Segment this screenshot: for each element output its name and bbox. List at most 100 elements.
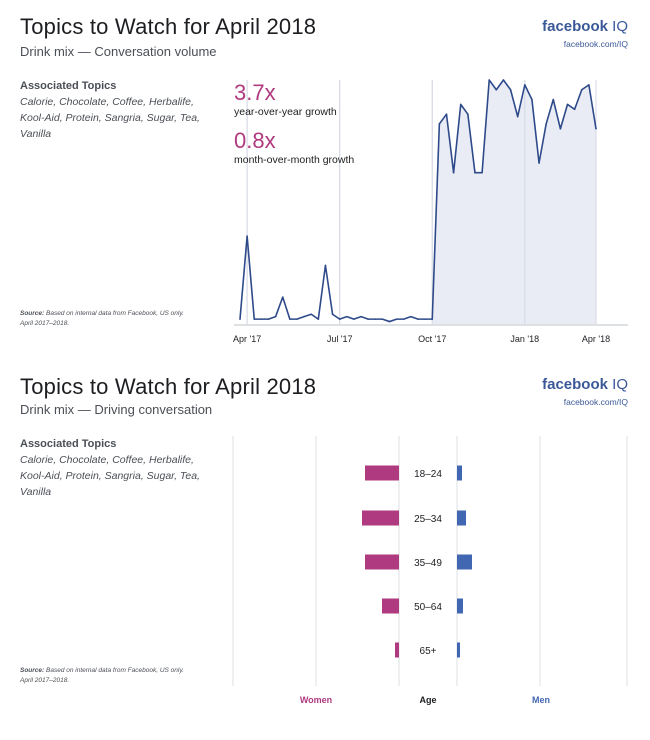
data-point [438,123,441,125]
data-point [445,113,448,115]
women-bar [362,510,399,526]
data-point [410,315,412,318]
data-point [452,171,455,174]
associated-topics-heading: Associated Topics [20,80,117,92]
associated-topics-heading: Associated Topics [20,438,117,450]
data-point [488,79,491,81]
data-point [509,88,512,91]
men-bar [457,554,472,570]
page-title: Topics to Watch for April 2018 [20,14,317,39]
data-point [474,171,476,174]
data-point [566,103,569,106]
data-point [331,313,334,316]
data-point [374,318,377,320]
data-point [253,318,256,320]
conversation-volume-chart: Apr '17 Jul '17 Oct '17 Jan '18 Apr '18 [233,79,628,344]
men-bar [457,465,462,481]
data-point [310,313,313,316]
age-category-label: 18–24 [414,469,442,480]
data-point [459,103,462,106]
data-point [573,108,576,111]
brand-name: facebook [542,18,608,35]
women-bar [382,598,399,614]
source-text: Based on internal data from Facebook, US… [20,310,184,327]
x-tick-label: Apr '17 [233,334,261,344]
data-point [424,318,426,320]
data-point [360,315,362,318]
data-point [502,79,505,81]
mom-growth-label: month-over-month growth [234,154,355,166]
associated-topics-list: Calorie, Chocolate, Coffee, Herbalife, K… [20,454,200,498]
legend-women: Women [300,695,332,705]
source-label: Source: [20,310,45,317]
age-category-label: 65+ [420,646,437,657]
mom-growth-value: 0.8x [234,128,276,153]
data-point [545,123,547,125]
data-point [417,318,419,320]
data-point [516,115,519,118]
x-tick-label: Oct '17 [418,334,446,344]
yoy-growth-label: year-over-year growth [234,106,337,118]
legend-men: Men [532,695,550,705]
data-point [495,88,498,91]
data-point [580,88,583,91]
data-point [353,318,355,320]
women-bar [365,465,399,481]
age-category-label: 35–49 [414,558,442,569]
women-bar [365,554,399,570]
men-bar [457,642,460,658]
data-point [431,318,434,320]
source-label: Source: [20,667,45,674]
data-point [538,162,540,164]
legend-age: Age [419,695,436,705]
data-point [531,98,533,101]
age-category-label: 25–34 [414,514,442,525]
data-point [467,113,469,115]
data-point [281,296,284,298]
page-subtitle: Drink mix — Driving conversation [20,402,213,417]
data-point [588,84,590,86]
driving-conversation-panel: Topics to Watch for April 2018 Drink mix… [0,360,650,740]
shaded-area [432,80,596,324]
brand-suffix: IQ [612,376,628,393]
data-point [595,128,597,130]
age-gender-chart: 18–24 25–34 35–49 50–64 65+ Women Age Men [232,436,628,705]
data-point [381,318,384,320]
data-point [338,318,341,320]
data-point [395,318,398,320]
page-title: Topics to Watch for April 2018 [20,374,317,399]
brand-suffix: IQ [612,18,628,35]
x-tick-label: Apr '18 [582,334,610,344]
data-point [481,171,483,174]
data-point [296,318,298,320]
x-tick-label: Jan '18 [510,334,539,344]
men-bar [457,510,466,526]
brand-url: facebook.com/IQ [563,397,628,407]
page-subtitle: Drink mix — Conversation volume [20,44,217,59]
data-point [289,318,291,320]
data-point [367,318,369,320]
age-category-label: 50–64 [414,602,442,613]
source-note: Source: Based on internal data from Face… [20,666,195,686]
men-bar [457,598,463,614]
data-point [267,318,270,320]
data-point [246,235,248,237]
conversation-volume-panel: Topics to Watch for April 2018 Drink mix… [0,0,650,360]
brand-url: facebook.com/IQ [563,39,628,49]
x-tick-label: Jul '17 [327,334,353,344]
data-point [559,128,562,130]
data-point [346,315,348,318]
women-bar [395,642,399,658]
brand-name: facebook [542,376,608,393]
yoy-growth-value: 3.7x [234,80,276,105]
facebook-iq-logo: facebook IQ [542,376,628,393]
data-point [402,318,405,320]
data-point [239,318,241,320]
data-point [260,318,263,320]
data-point [552,98,555,101]
source-note: Source: Based on internal data from Face… [20,309,195,329]
source-text: Based on internal data from Facebook, US… [20,667,184,684]
data-point [303,315,305,318]
associated-topics-list: Calorie, Chocolate, Coffee, Herbalife, K… [20,96,200,140]
data-point [388,320,391,323]
